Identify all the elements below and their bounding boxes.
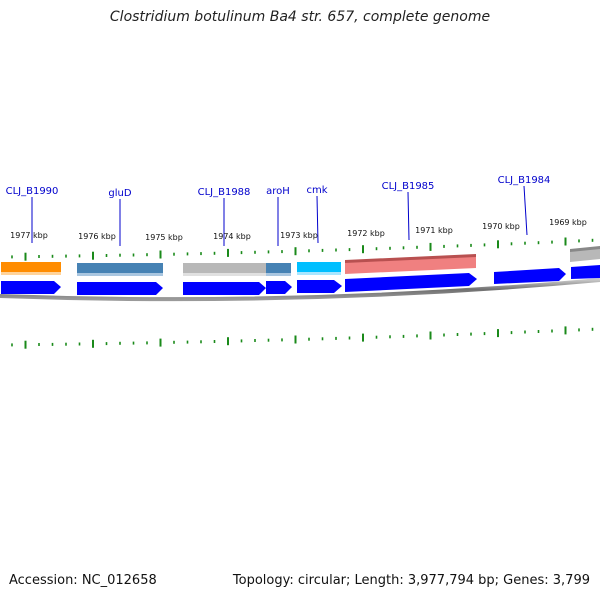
gene-bars xyxy=(1,246,600,276)
cds-arrow[interactable] xyxy=(345,273,477,292)
kbp-labels: 1977 kbp 1976 kbp 1975 kbp 1974 kbp 1973… xyxy=(10,218,587,242)
kbp-label: 1972 kbp xyxy=(347,229,385,238)
gene-bar-shade xyxy=(570,246,600,252)
kbp-label: 1973 kbp xyxy=(280,231,318,240)
gene-bar-shade xyxy=(77,273,163,276)
gene-label[interactable]: CLJ_B1984 xyxy=(498,175,551,186)
gene-label[interactable]: aroH xyxy=(266,186,290,197)
kbp-ticks-top xyxy=(11,237,594,261)
gene-bar-shade xyxy=(345,254,476,263)
gene-bar-aroh[interactable] xyxy=(266,263,291,275)
cds-arrows xyxy=(1,265,600,295)
gene-bar-glud[interactable] xyxy=(77,263,163,275)
gene-bar-shade xyxy=(297,272,341,275)
gene-labels: CLJ_B1990 gluD CLJ_B1988 aroH cmk CLJ_B1… xyxy=(6,175,551,199)
cds-arrow[interactable] xyxy=(183,282,266,295)
cds-arrow[interactable] xyxy=(77,282,163,295)
cds-arrow[interactable] xyxy=(494,268,566,284)
gene-bar-shade xyxy=(1,272,61,275)
gene-label[interactable]: cmk xyxy=(306,185,327,196)
gene-bar-shade xyxy=(266,273,291,276)
kbp-label: 1975 kbp xyxy=(145,233,183,242)
gene-label[interactable]: gluD xyxy=(108,188,131,199)
kbp-label: 1971 kbp xyxy=(415,226,453,235)
genome-backbone xyxy=(0,278,600,302)
gene-bar-clj-b1988[interactable] xyxy=(183,263,267,275)
gene-label[interactable]: CLJ_B1985 xyxy=(382,181,435,192)
map-title: Clostridium botulinum Ba4 str. 657, comp… xyxy=(109,9,491,25)
kbp-ticks-bottom xyxy=(11,326,594,349)
cds-arrow[interactable] xyxy=(571,265,600,279)
gene-bar-cmk[interactable] xyxy=(297,262,341,274)
cds-arrow[interactable] xyxy=(297,280,342,293)
gene-bar-clj-b1990[interactable] xyxy=(1,262,61,274)
cds-arrow[interactable] xyxy=(266,281,292,294)
genome-summary-text: Topology: circular; Length: 3,977,794 bp… xyxy=(232,573,590,588)
kbp-label: 1977 kbp xyxy=(10,231,48,240)
gene-label[interactable]: CLJ_B1988 xyxy=(198,187,251,198)
kbp-label: 1969 kbp xyxy=(549,218,587,227)
kbp-label: 1970 kbp xyxy=(482,222,520,231)
cds-arrow[interactable] xyxy=(1,281,61,294)
gene-bar-shade xyxy=(183,273,267,276)
gene-label-lines xyxy=(31,185,528,246)
kbp-label: 1976 kbp xyxy=(78,232,116,241)
kbp-label: 1974 kbp xyxy=(213,232,251,241)
accession-text: Accession: NC_012658 xyxy=(9,573,157,588)
gene-label[interactable]: CLJ_B1990 xyxy=(6,186,59,197)
